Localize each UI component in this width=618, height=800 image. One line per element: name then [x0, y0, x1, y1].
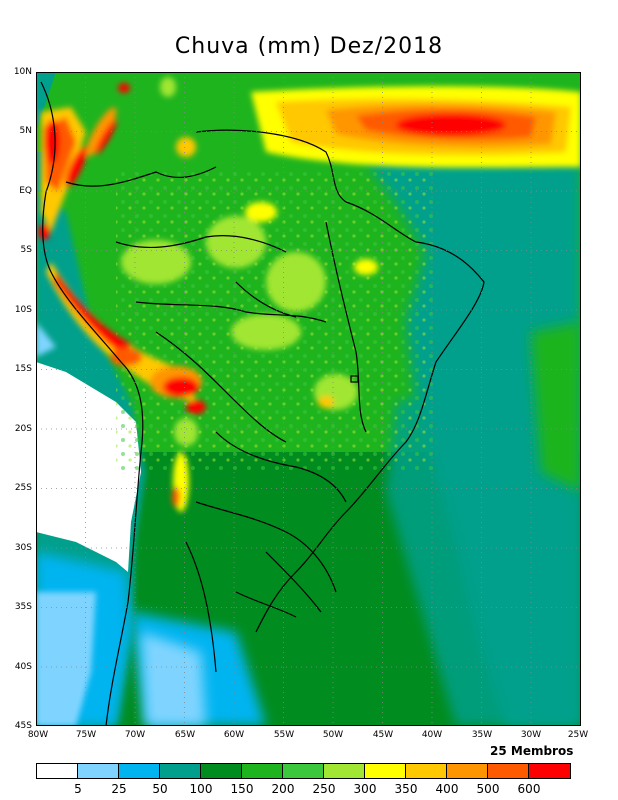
colorbar-tick-label: 5	[74, 782, 82, 796]
map-title: Chuva (mm) Dez/2018	[174, 34, 444, 59]
lon-label: 35W	[471, 730, 493, 740]
colorbar-swatch	[201, 764, 242, 778]
lat-label: 15S	[14, 364, 32, 374]
colorbar-tick-label: 350	[394, 782, 418, 796]
lon-label: 70W	[124, 730, 146, 740]
colorbar-tick-label: 400	[435, 782, 459, 796]
lon-label: 55W	[273, 730, 295, 740]
colorbar-swatch	[447, 764, 488, 778]
colorbar-tick-label: 150	[230, 782, 254, 796]
lon-label: 75W	[75, 730, 97, 740]
colorbar-swatch	[283, 764, 324, 778]
colorbar-swatch	[78, 764, 119, 778]
colorbar-swatch	[324, 764, 365, 778]
lon-label: 65W	[174, 730, 196, 740]
lon-label: 60W	[223, 730, 245, 740]
map-frame	[36, 72, 581, 726]
lat-label: 30S	[14, 543, 32, 553]
lat-label: 5N	[19, 126, 32, 136]
colorbar-swatch	[242, 764, 283, 778]
colorbar-tick-label: 500	[476, 782, 500, 796]
colorbar	[36, 763, 571, 779]
lat-label: 10N	[13, 67, 32, 77]
lon-label: 40W	[421, 730, 443, 740]
lat-label: 20S	[14, 424, 32, 434]
colorbar-tick-label: 25	[111, 782, 127, 796]
lon-label: 80W	[27, 730, 49, 740]
lat-label: 10S	[14, 305, 32, 315]
colorbar-tick-label: 100	[189, 782, 213, 796]
colorbar-swatch	[365, 764, 406, 778]
lon-label: 45W	[372, 730, 394, 740]
colorbar-swatch	[529, 764, 570, 778]
ensemble-members-label: 25 Membros	[490, 744, 574, 758]
lon-label: 30W	[520, 730, 542, 740]
colorbar-tick-label: 50	[152, 782, 168, 796]
colorbar-swatch	[406, 764, 447, 778]
colorbar-tick-label: 250	[312, 782, 336, 796]
rainfall-map	[36, 72, 581, 726]
atacama-dry-zone	[36, 362, 141, 572]
lat-label: 25S	[14, 483, 32, 493]
lat-label: EQ	[19, 186, 32, 196]
colorbar-swatch	[488, 764, 529, 778]
lat-lon-grid	[36, 72, 581, 726]
lat-label: 5S	[20, 245, 32, 255]
colorbar-swatch	[160, 764, 201, 778]
lat-label: 35S	[14, 602, 32, 612]
lat-label: 40S	[14, 662, 32, 672]
lat-label: 45S	[14, 721, 32, 731]
lon-label: 50W	[322, 730, 344, 740]
colorbar-swatch	[119, 764, 160, 778]
rain-maxima	[38, 77, 581, 512]
colorbar-tick-label: 300	[353, 782, 377, 796]
colorbar-tick-label: 600	[517, 782, 541, 796]
colorbar-tick-label: 200	[271, 782, 295, 796]
lon-label: 25W	[567, 730, 589, 740]
colorbar-swatch	[37, 764, 78, 778]
